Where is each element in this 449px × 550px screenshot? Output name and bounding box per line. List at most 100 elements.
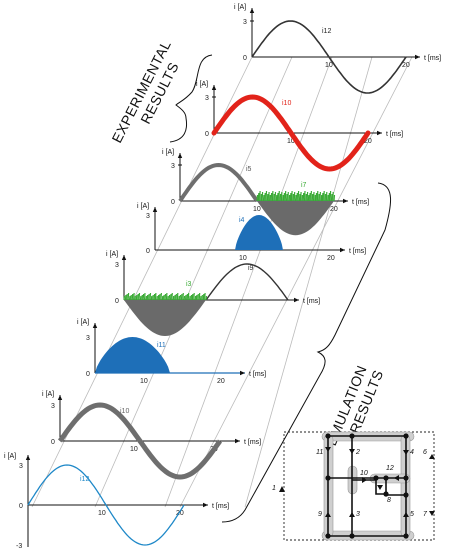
x-tick-label-20: 20: [217, 378, 225, 385]
x-axis-label: t [ms]: [386, 131, 403, 138]
trace-label-i5: i5: [246, 166, 252, 173]
y-tick-label-3: 3: [19, 463, 23, 470]
x-axis-arrow: [240, 370, 245, 376]
circuit-label-1: 1: [272, 485, 276, 492]
panel-5-trace: i9 i3: [123, 263, 289, 336]
x-axis-label: t [ms]: [424, 55, 441, 62]
trace-i7-fill: [257, 201, 334, 236]
panel-4-trace: i4: [235, 215, 283, 250]
panel-2-trace: i10: [211, 94, 371, 172]
x-axis-arrow: [415, 54, 420, 60]
trace-label-i10-exp: i10: [282, 100, 291, 107]
x-tick-label-20: 20: [176, 510, 184, 517]
emulation-brace: [221, 182, 391, 523]
x-tick-label-10: 10: [140, 378, 148, 385]
y-tick-label-0: 0: [19, 503, 23, 510]
circuit-label-6: 6: [423, 449, 427, 456]
y-tick-label-3: 3: [51, 403, 55, 410]
x-tick-label-20: 20: [402, 62, 410, 69]
circuit-label-5: 5: [410, 511, 414, 518]
y-axis-arrow: [57, 395, 63, 400]
trace-i4: [235, 215, 283, 250]
y-tick-label-0: 0: [205, 131, 209, 138]
panel-6-trace: i11: [95, 337, 170, 373]
y-tick-label-0: 0: [115, 298, 119, 305]
trace-i12-emu: [27, 464, 185, 546]
trace-i5: [178, 162, 259, 203]
x-tick-label-10: 10: [325, 62, 333, 69]
panel-axes-2: i [A] 3 0 t [ms] 10 20: [196, 81, 403, 145]
trace-i3-fill: [124, 300, 206, 336]
x-tick-label-10: 10: [287, 138, 295, 145]
y-axis-label: i [A]: [4, 453, 16, 460]
y-axis-label: i [A]: [162, 149, 174, 156]
trace-label-i3: i3: [186, 281, 192, 288]
y-axis-arrow: [249, 8, 255, 13]
y-axis-label: i [A]: [137, 203, 149, 210]
y-axis-label: i [A]: [77, 319, 89, 326]
x-axis-arrow: [340, 247, 345, 253]
experimental-brace: [169, 54, 213, 143]
y-tick-label-3: 3: [205, 95, 209, 102]
x-axis-label: t [ms]: [303, 298, 320, 305]
panel-4-axes: i [A] 3 0 t [ms] 10 20: [137, 203, 366, 262]
trace-label-i10-emu: i10: [120, 408, 129, 415]
x-tick-label-20: 20: [330, 206, 338, 213]
circuit-label-12: 12: [386, 465, 394, 472]
y-tick-label-0: 0: [51, 439, 55, 446]
circuit-arrows: [279, 447, 435, 517]
x-axis-label: t [ms]: [352, 199, 369, 206]
y-tick-label-neg3: -3: [16, 543, 22, 550]
x-axis-label: t [ms]: [349, 248, 366, 255]
trace-i11: [95, 337, 170, 373]
trace-label-i11: i11: [157, 342, 166, 349]
y-axis-arrow: [25, 455, 31, 460]
x-axis-arrow: [343, 198, 348, 204]
panel-axes-1: i [A] 3 0 t [ms] 10 20: [234, 4, 441, 69]
y-tick-label-3: 3: [243, 19, 247, 26]
y-axis-arrow: [152, 207, 158, 212]
y-tick-label-3: 3: [146, 213, 150, 220]
experimental-heading: EXPERIMENTAL RESULTS: [108, 37, 181, 145]
y-axis-label: i [A]: [234, 4, 246, 11]
y-axis-label: i [A]: [196, 81, 208, 88]
y-tick-label-3: 3: [86, 335, 90, 342]
circuit-label-9: 9: [318, 511, 322, 518]
trace-i9: [205, 263, 289, 301]
y-tick-label-3: 3: [171, 163, 175, 170]
trace-i3-grass: [123, 292, 208, 301]
x-axis-arrow: [203, 502, 208, 508]
y-tick-label-3: 3: [115, 262, 119, 269]
circuit-nodes: [325, 433, 409, 539]
trace-label-i7: i7: [301, 182, 307, 189]
y-axis-label: i [A]: [106, 251, 118, 258]
x-axis-label: t [ms]: [212, 503, 229, 510]
circuit-label-4: 4: [410, 449, 414, 456]
trace-i12-exp: [251, 20, 407, 94]
x-tick-label-10: 10: [98, 510, 106, 517]
circuit-label-11: 11: [316, 449, 323, 456]
circuit-diagram: 1 2 3 4 5 6 7 8 9 10 11 12: [272, 431, 435, 541]
trace-label-i9: i9: [248, 265, 254, 272]
trace-i7-grass: [256, 190, 336, 202]
circuit-label-2: 2: [355, 449, 360, 456]
trace-label-i12-exp: i12: [322, 28, 331, 35]
y-axis-arrow: [92, 323, 98, 328]
x-axis-label: t [ms]: [249, 371, 266, 378]
y-tick-label-0: 0: [86, 371, 90, 378]
circuit-label-8: 8: [387, 497, 391, 504]
y-axis-arrow: [121, 255, 127, 260]
x-axis-label: t [ms]: [244, 439, 261, 446]
y-axis-label: i [A]: [42, 391, 54, 398]
panel-3-trace: i5 i7: [178, 162, 336, 236]
circuit-label-3: 3: [356, 511, 360, 518]
trace-label-i12-emu: i12: [80, 476, 89, 483]
x-axis-arrow: [377, 130, 382, 136]
y-tick-label-0: 0: [146, 248, 150, 255]
x-axis-arrow: [294, 297, 299, 303]
x-tick-label-10: 10: [253, 206, 261, 213]
panel-8-trace: i12: [27, 464, 185, 546]
x-tick-label-10: 10: [239, 255, 247, 262]
